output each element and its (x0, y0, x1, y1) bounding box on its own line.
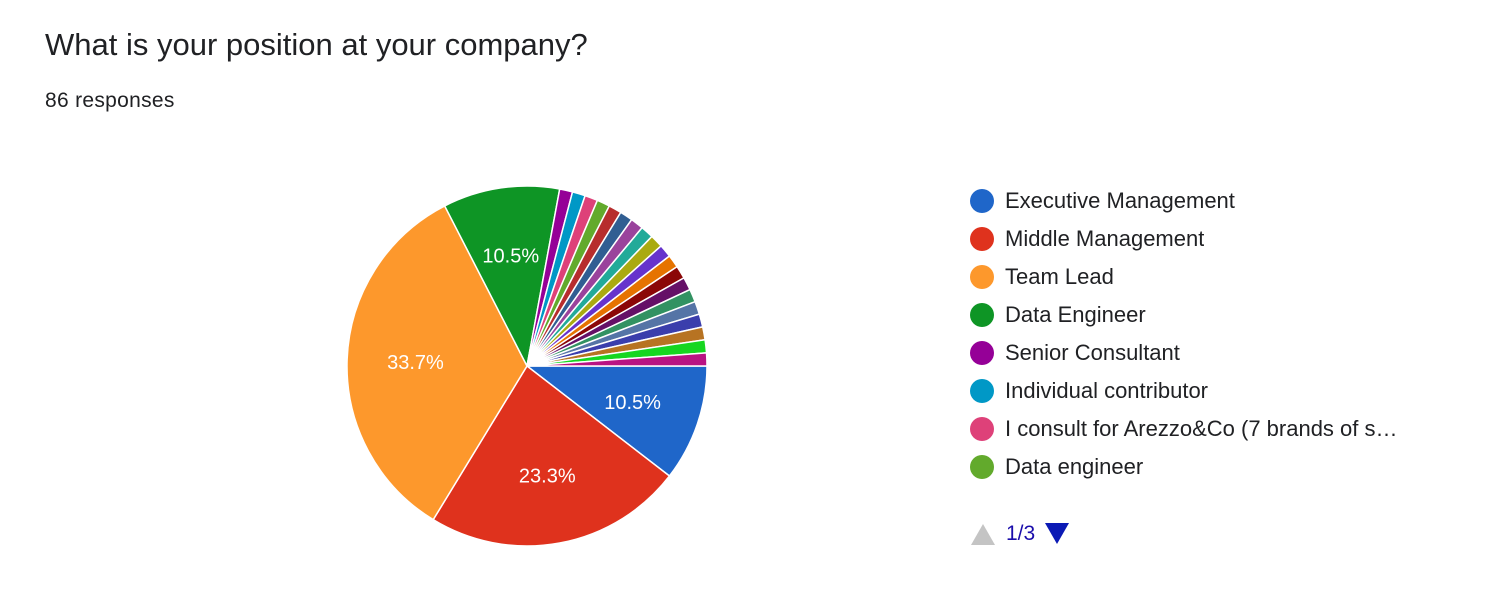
page-down-arrow-icon[interactable] (1044, 522, 1070, 546)
legend-label: I consult for Arezzo&Co (7 brands of s… (1005, 416, 1398, 441)
legend-color-dot (970, 189, 994, 213)
legend-label: Senior Consultant (1005, 340, 1180, 365)
legend: Executive Management Middle Management Tea… (970, 182, 1398, 486)
legend-label: Executive Management (1005, 188, 1235, 213)
pie-slice[interactable] (443, 185, 561, 367)
legend-color-dot (970, 455, 994, 479)
question-title: What is your position at your company? (45, 27, 588, 62)
slice-percent-label: 10.5% (482, 246, 539, 268)
legend-item[interactable]: Individual contributor (970, 372, 1398, 410)
legend-label: Team Lead (1005, 264, 1114, 289)
legend-item[interactable]: Data engineer (970, 448, 1398, 486)
pie-chart: 10.5% 23.3% 33.7% 10.5% (346, 185, 708, 547)
legend-pager: 1/3 (970, 520, 1070, 548)
legend-label: Data engineer (1005, 454, 1144, 479)
legend-color-dot (970, 227, 994, 251)
slice-percent-label: 10.5% (604, 392, 661, 414)
legend-color-dot (970, 379, 994, 403)
legend-color-dot (970, 265, 994, 289)
pie-slice[interactable] (526, 352, 708, 367)
page-up-arrow-icon[interactable] (970, 522, 996, 546)
slice-percent-label: 33.7% (387, 352, 444, 374)
legend-label: Individual contributor (1005, 378, 1209, 403)
legend-item[interactable]: Middle Management (970, 220, 1398, 258)
legend-color-dot (970, 417, 994, 441)
legend-item[interactable]: I consult for Arezzo&Co (7 brands of s… (970, 410, 1398, 448)
legend-item[interactable]: Data Engineer (970, 296, 1398, 334)
legend-label: Data Engineer (1005, 302, 1146, 327)
slice-percent-label: 23.3% (519, 466, 576, 488)
pie-slice[interactable] (526, 365, 708, 477)
legend-item[interactable]: Team Lead (970, 258, 1398, 296)
pie-slice[interactable] (432, 365, 671, 547)
legend-color-dot (970, 341, 994, 365)
pie-slice[interactable] (346, 205, 528, 521)
page-indicator: 1/3 (1006, 522, 1036, 545)
legend-label: Middle Management (1005, 226, 1205, 251)
response-count: 86 responses (45, 89, 175, 112)
legend-item[interactable]: Executive Management (970, 182, 1398, 220)
legend-color-dot (970, 303, 994, 327)
legend-item[interactable]: Senior Consultant (970, 334, 1398, 372)
